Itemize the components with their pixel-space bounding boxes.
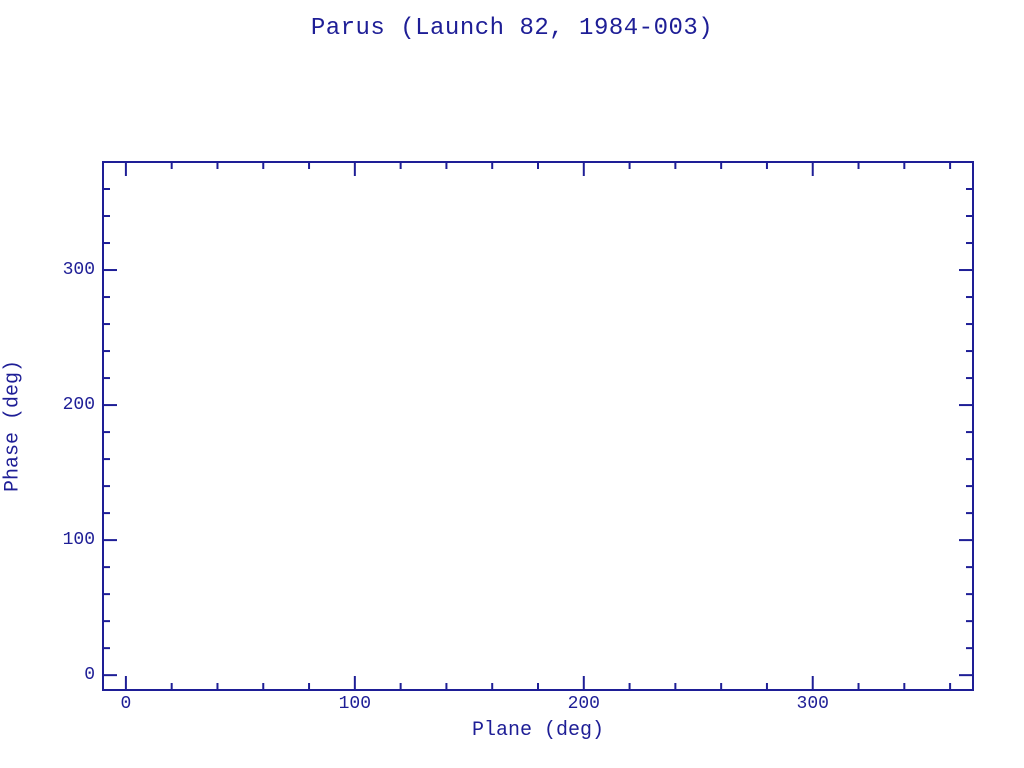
x-tick-label: 300 [796,694,829,714]
y-tick-label: 0 [84,665,95,686]
x-tick-label: 200 [567,694,600,714]
axis-box [102,161,974,691]
y-tick-label: 100 [62,530,95,551]
x-axis-title: Plane (deg) [471,719,605,742]
y-tick-label: 300 [62,260,95,281]
y-tick-label: 200 [62,395,95,416]
y-axis-title: Phase (deg) [1,359,25,493]
chart-title: Parus (Launch 82, 1984-003) [310,15,714,42]
x-tick-label: 100 [338,694,372,714]
axes [102,161,974,691]
x-tick-label: 0 [120,694,132,714]
